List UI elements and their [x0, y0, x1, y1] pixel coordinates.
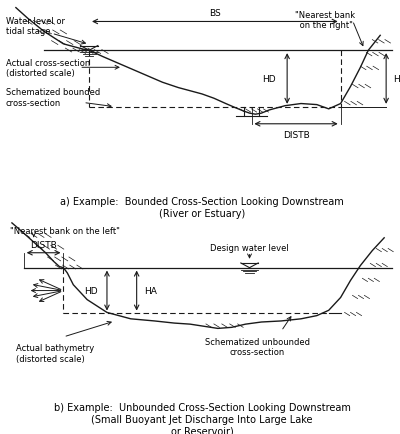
Text: BS: BS — [209, 9, 221, 18]
Text: "Nearest bank on the left": "Nearest bank on the left" — [10, 227, 120, 236]
Text: Schematized bounded
cross-section: Schematized bounded cross-section — [6, 88, 100, 108]
Text: b) Example:  Unbounded Cross-Section Looking Downstream
(Small Buoyant Jet Disch: b) Example: Unbounded Cross-Section Look… — [54, 402, 350, 434]
Text: HA: HA — [393, 75, 400, 84]
Text: Design water level: Design water level — [210, 243, 289, 252]
Text: Water level or
tidal stage: Water level or tidal stage — [6, 17, 65, 36]
Text: DISTB: DISTB — [30, 240, 57, 249]
Text: HD: HD — [85, 286, 98, 296]
Text: Actual cross-section
(distorted scale): Actual cross-section (distorted scale) — [6, 59, 90, 78]
Text: HA: HA — [144, 286, 157, 296]
Text: "Nearest bank
 on the right": "Nearest bank on the right" — [295, 11, 355, 30]
Text: DISTB: DISTB — [283, 131, 310, 139]
Text: HD: HD — [262, 75, 276, 84]
Text: a) Example:  Bounded Cross-Section Looking Downstream
(River or Estuary): a) Example: Bounded Cross-Section Lookin… — [60, 197, 344, 218]
Text: Schematized unbounded
cross-section: Schematized unbounded cross-section — [205, 337, 310, 356]
Text: Actual bathymetry
(distorted scale): Actual bathymetry (distorted scale) — [16, 344, 94, 363]
